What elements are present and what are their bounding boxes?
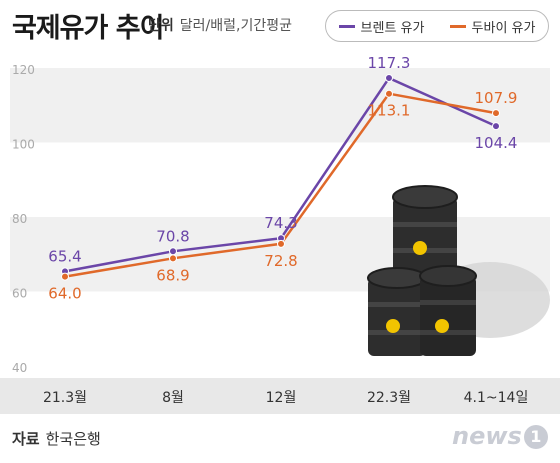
legend-label-dubai: 두바이 유가 [471,20,536,36]
x-tick-label: 4.1~14일 [464,390,529,406]
y-tick-label: 80 [12,212,27,226]
data-label-brent: 74.3 [264,214,297,232]
news1-logo: news 1 [452,422,548,450]
x-tick-label: 12월 [266,390,297,406]
data-point-dubai [385,89,393,98]
source-note: 자료 한국은행 [12,428,101,449]
legend: 브렌트 유가 두바이 유가 [325,10,549,42]
barrel-left [367,267,427,356]
data-point-brent [492,122,500,131]
source-label: 자료 [12,430,40,448]
data-point-dubai [61,272,69,281]
data-label-brent: 117.3 [368,54,411,72]
data-label-dubai: 72.8 [264,252,297,270]
data-point-dubai [169,254,177,263]
y-tick-label: 100 [12,138,35,152]
legend-item-dubai: 두바이 유가 [449,17,536,36]
logo-mark: 1 [523,425,548,449]
unit-note: 단위 달러/배럴,기간평균 [148,15,292,35]
source-text: 한국은행 [45,430,101,448]
data-point-dubai [277,239,285,248]
y-tick-label: 120 [12,63,35,77]
barrel-right [419,265,477,356]
x-tick-label: 22.3월 [367,390,411,406]
y-tick-label: 60 [12,287,27,301]
data-label-dubai: 113.1 [368,102,411,120]
legend-swatch-brent [338,24,355,28]
series-points [61,74,500,281]
data-label-dubai: 64.0 [48,285,81,303]
x-axis: 21.3월 8월 12월 22.3월 4.1~14일 [0,378,560,414]
data-point-brent [169,247,177,256]
data-label-brent: 65.4 [48,247,81,265]
x-tick-label: 8월 [162,390,184,406]
unit-text: 달러/배럴,기간평균 [179,18,292,34]
legend-swatch-dubai [449,24,466,28]
logo-text: news [452,422,522,450]
grid-band [10,68,550,143]
y-tick-label: 40 [12,361,27,375]
line-chart: 40 60 80 100 120 21.3월 8월 12월 22.3월 4.1~14일 [0,54,560,414]
data-point-brent [385,74,393,83]
data-point-dubai [492,109,500,118]
data-label-dubai: 68.9 [156,266,189,284]
barrel-top [392,185,458,275]
legend-item-brent: 브렌트 유가 [338,17,425,36]
chart-title: 국제유가 추이 [12,13,164,44]
x-tick-label: 21.3월 [43,390,87,406]
data-label-dubai: 107.9 [475,89,518,107]
legend-label-brent: 브렌트 유가 [360,20,425,36]
grid-bands [10,68,550,292]
y-tick-labels: 40 60 80 100 120 [12,63,35,375]
data-labels: 65.4 64.0 70.8 68.9 74.3 72.8 117.3 113.1 104.4 1… [48,54,517,303]
data-label-brent: 104.4 [475,134,518,152]
x-axis-strip [0,378,560,414]
oil-barrels-illustration [367,185,550,356]
data-label-brent: 70.8 [156,227,189,245]
unit-label: 단위 [148,18,174,34]
